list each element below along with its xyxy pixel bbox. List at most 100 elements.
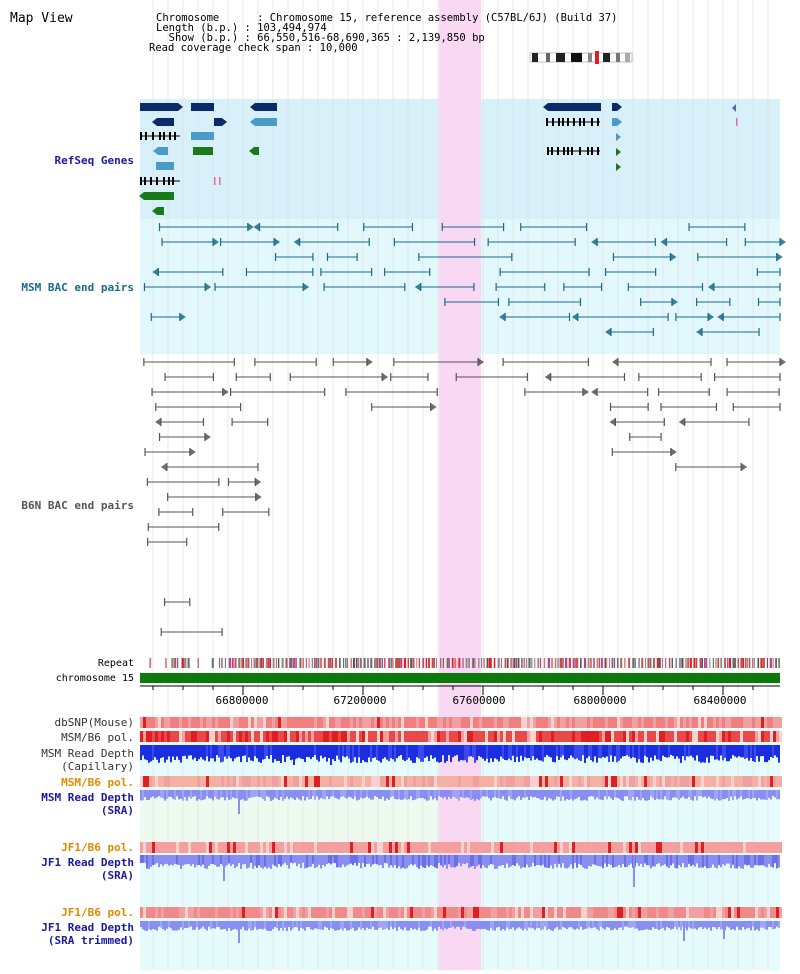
polymorphism-cell — [557, 776, 560, 787]
depth-bar — [424, 921, 426, 931]
depth-bar — [718, 745, 720, 761]
repeat-element — [506, 658, 509, 668]
repeat-element — [559, 658, 562, 668]
repeat-element — [327, 658, 330, 668]
depth-bar — [414, 921, 416, 929]
polymorphism-cell — [434, 717, 437, 728]
bac-arrow — [717, 313, 724, 321]
polymorphism-cell — [614, 731, 617, 742]
depth-bar — [534, 921, 536, 930]
depth-bar — [278, 921, 280, 931]
depth-bar — [664, 790, 666, 797]
polymorphism-cell — [770, 842, 773, 853]
polymorphism-cell — [332, 717, 335, 728]
depth-bar — [462, 921, 464, 927]
depth-bar — [560, 921, 562, 930]
depth-bar — [356, 790, 358, 801]
msm-bac-label[interactable]: MSM BAC end pairs — [21, 281, 134, 294]
depth-bar — [496, 855, 498, 869]
b6n-bac-label[interactable]: B6N BAC end pairs — [21, 499, 134, 512]
polymorphism-cell — [227, 776, 230, 787]
depth-bar — [382, 855, 384, 869]
depth-bar — [770, 855, 772, 867]
polymorphism-cell — [566, 842, 569, 853]
depth-bar — [650, 745, 652, 758]
bac-arrow — [213, 238, 220, 246]
depth-bar — [238, 855, 240, 864]
depth-bar — [496, 745, 498, 760]
polymorphism-cell — [320, 907, 323, 918]
depth-bar — [728, 790, 730, 801]
depth-bar — [170, 921, 172, 929]
depth-bar — [202, 855, 204, 865]
depth-bar — [616, 921, 618, 930]
depth-bar — [616, 855, 618, 867]
polymorphism-cell — [146, 731, 149, 742]
depth-bar — [630, 745, 632, 759]
depth-bar — [416, 855, 418, 868]
polymorphism-cell — [767, 717, 770, 728]
polymorphism-cell — [452, 842, 455, 853]
polymorphism-cell — [461, 842, 464, 853]
polymorphism-cell — [623, 717, 626, 728]
polymorphism-cell — [170, 776, 173, 787]
polymorphism-cell — [464, 907, 467, 918]
depth-bar — [270, 855, 272, 869]
polymorphism-cell — [608, 907, 611, 918]
polymorphism-cell — [194, 731, 197, 742]
polymorphism-cell — [695, 717, 698, 728]
polymorphism-cell — [467, 907, 470, 918]
polymorphism-cell — [719, 776, 722, 787]
chromosome-ideogram[interactable] — [529, 51, 633, 64]
depth-bar — [748, 855, 750, 865]
polymorphism-cell — [581, 776, 584, 787]
repeat-element — [658, 658, 661, 668]
gene-exon — [145, 132, 147, 140]
polymorphism-cell — [713, 842, 716, 853]
msm-sra-sublabel: (SRA) — [101, 804, 134, 817]
repeat-element — [687, 658, 689, 668]
polymorphism-cell — [383, 731, 386, 742]
polymorphism-cell — [419, 776, 422, 787]
polymorphism-cell — [563, 907, 566, 918]
depth-spike — [330, 745, 332, 765]
depth-bar — [304, 921, 306, 931]
refseq-genes-label[interactable]: RefSeq Genes — [55, 154, 134, 167]
depth-bar — [266, 921, 268, 931]
depth-bar — [374, 921, 376, 930]
depth-bar — [350, 790, 352, 798]
depth-bar — [246, 921, 248, 931]
depth-bar — [534, 855, 536, 867]
polymorphism-cell — [662, 907, 665, 918]
depth-bar — [480, 921, 482, 930]
depth-bar — [674, 855, 676, 868]
polymorphism-cell — [569, 907, 572, 918]
polymorphism-cell — [284, 907, 287, 918]
polymorphism-cell — [386, 717, 389, 728]
highlight-region[interactable] — [439, 0, 481, 970]
polymorphism-cell — [365, 842, 368, 853]
depth-bar — [696, 745, 698, 756]
depth-bar — [188, 855, 190, 864]
polymorphism-cell — [578, 717, 581, 728]
depth-bar — [278, 855, 280, 865]
polymorphism-cell — [374, 842, 377, 853]
polymorphism-cell — [533, 907, 536, 918]
polymorphism-cell — [695, 776, 698, 787]
depth-bar — [558, 921, 560, 930]
depth-bar — [566, 790, 568, 800]
polymorphism-cell — [467, 842, 470, 853]
depth-bar — [248, 855, 250, 868]
polymorphism-cell — [440, 907, 443, 918]
depth-bar — [774, 745, 776, 756]
polymorphism-cell — [386, 731, 389, 742]
depth-bar — [162, 855, 164, 867]
polymorphism-cell — [335, 907, 338, 918]
repeat-element — [608, 658, 610, 668]
depth-bar — [306, 745, 308, 757]
polymorphism-cell — [299, 776, 302, 787]
depth-bar — [564, 921, 566, 928]
depth-bar — [252, 855, 254, 869]
bac-arrow — [204, 433, 211, 441]
depth-bar — [222, 790, 224, 798]
